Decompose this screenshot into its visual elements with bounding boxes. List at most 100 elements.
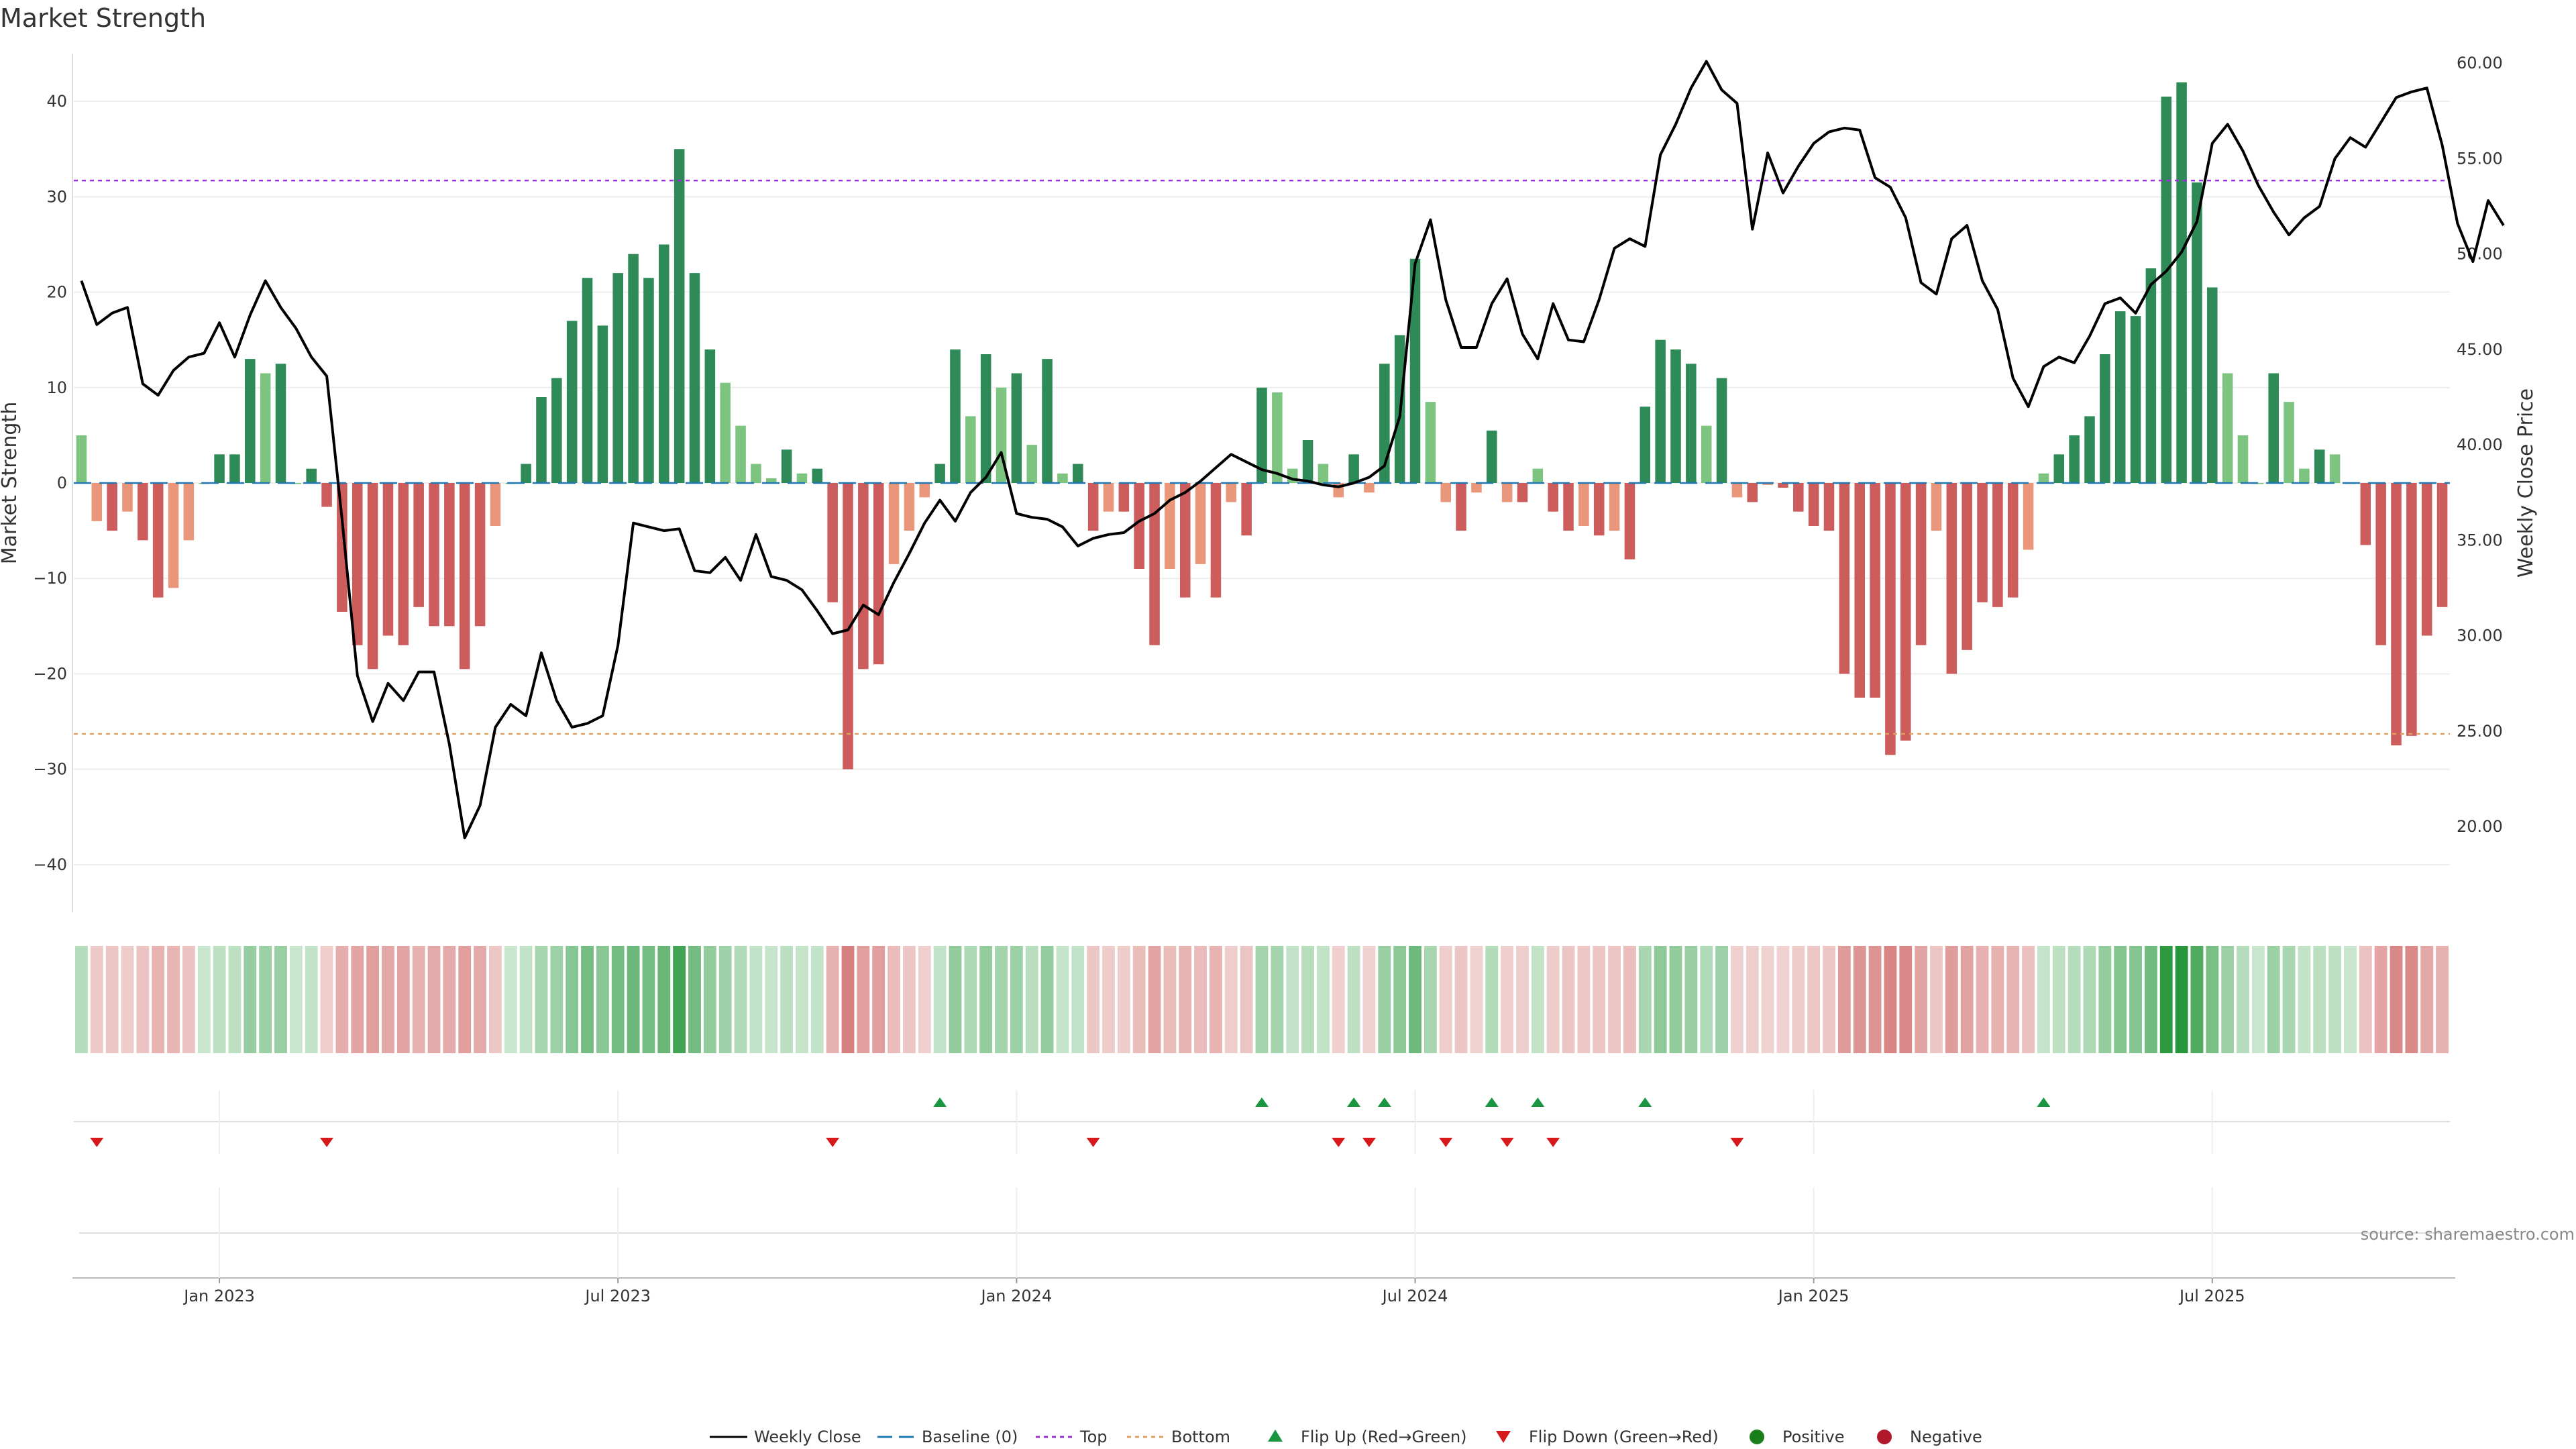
flip-down-marker <box>1730 1138 1744 1147</box>
strength-bar <box>1149 483 1160 645</box>
right-tick-label: 20.00 <box>2457 817 2503 836</box>
strength-bar <box>1456 483 1466 531</box>
strip-cell <box>2068 946 2081 1053</box>
strip-cell <box>2098 946 2112 1053</box>
strength-bar <box>643 278 654 483</box>
legend-label: Negative <box>1910 1428 1982 1446</box>
strength-bar <box>429 483 439 627</box>
strength-bar <box>2329 454 2341 483</box>
left-axis-title: Market Strength <box>0 402 21 564</box>
strength-bar <box>2406 483 2417 736</box>
strip-cell <box>780 946 794 1053</box>
strip-cell <box>1163 946 1177 1053</box>
strip-cell <box>2374 946 2387 1053</box>
left-tick-label: 10 <box>46 378 67 397</box>
right-tick-label: 35.00 <box>2457 531 2503 549</box>
strip-cell <box>964 946 977 1053</box>
strength-bar <box>1823 483 1835 531</box>
strip-cell <box>1132 946 1146 1053</box>
strip-cell <box>1025 946 1038 1053</box>
strip-cell <box>1362 946 1376 1053</box>
dots-panel <box>72 1232 2455 1279</box>
strip-cell <box>1454 946 1468 1053</box>
strength-bar <box>2436 483 2448 607</box>
strip-cell <box>1409 946 1421 1053</box>
strength-bar <box>1011 373 1022 483</box>
strength-bar <box>1977 483 1988 602</box>
strip-cell <box>2328 946 2342 1053</box>
strength-bar <box>1793 483 1804 512</box>
strip-cell <box>1179 946 1192 1053</box>
strip-cell <box>734 946 747 1053</box>
strength-bar <box>2130 316 2141 483</box>
legend-label: Flip Down (Green→Red) <box>1529 1428 1719 1446</box>
strength-bar <box>1348 454 1359 483</box>
flip-up-marker <box>1347 1097 1361 1107</box>
strip-cell <box>718 946 732 1053</box>
strip-cell <box>2282 946 2296 1053</box>
strength-bar <box>2237 435 2249 483</box>
strip-cell <box>2436 946 2449 1053</box>
strength-bar <box>490 483 501 526</box>
strength-bar <box>2053 454 2065 483</box>
strength-bar <box>2360 483 2371 545</box>
strength-bar <box>2375 483 2386 645</box>
strip-cell <box>2390 946 2403 1053</box>
strength-bar <box>980 354 991 483</box>
flip-down-marker <box>320 1138 334 1147</box>
strength-bar <box>1210 483 1222 598</box>
strip-cell <box>902 946 916 1053</box>
strip-cell <box>1638 946 1652 1053</box>
strip-cell <box>2022 946 2035 1053</box>
strip-cell <box>1776 946 1790 1053</box>
strip-cell <box>2114 946 2127 1053</box>
strength-bar <box>659 244 669 483</box>
strip-cell <box>2251 946 2265 1053</box>
strength-bar <box>1241 483 1252 536</box>
strength-bar <box>1532 468 1544 483</box>
strip-cell <box>2190 946 2204 1053</box>
strip-cell <box>1761 946 1774 1053</box>
strength-bar <box>1946 483 1957 674</box>
strip-cell <box>2405 946 2418 1053</box>
strength-bar <box>2007 483 2019 598</box>
strength-bar <box>2284 402 2294 483</box>
strength-bar <box>2299 468 2310 483</box>
strip-cell <box>1224 946 1238 1053</box>
strip-cell <box>627 946 640 1053</box>
strip-cell <box>1347 946 1360 1053</box>
flip-down-marker <box>1500 1138 1514 1147</box>
strength-bar <box>704 349 716 483</box>
strength-bar <box>597 325 608 483</box>
strength-bar <box>628 254 639 483</box>
strength-bar <box>536 397 547 483</box>
strength-bar <box>1195 483 1206 564</box>
strength-bar <box>382 483 394 636</box>
strength-bar <box>2268 373 2279 483</box>
legend-label: Positive <box>1782 1428 1845 1446</box>
weekly-close-line <box>80 60 2505 840</box>
strip-cell <box>1623 946 1636 1053</box>
strip-cell <box>1546 946 1560 1053</box>
strength-bar <box>781 449 792 483</box>
right-tick-label: 40.00 <box>2457 435 2503 454</box>
strip-cell <box>1117 946 1130 1053</box>
strength-bar <box>1701 425 1712 483</box>
strength-bar <box>1256 387 1267 483</box>
legend-label: Top <box>1079 1428 1108 1446</box>
strength-bar <box>888 483 900 564</box>
strength-bar <box>290 483 302 484</box>
strength-bar <box>2207 287 2218 483</box>
strength-bar <box>1471 483 1482 493</box>
strength-bar <box>2421 483 2432 636</box>
strip-cell <box>1148 946 1161 1053</box>
right-tick-label: 50.00 <box>2457 245 2503 264</box>
strength-bar <box>1103 483 1114 512</box>
strip-cell <box>810 946 824 1053</box>
strength-bar <box>950 349 961 483</box>
x-tick-label: Jul 2025 <box>2178 1287 2245 1305</box>
strength-bar <box>1302 440 1313 483</box>
strip-cell <box>519 946 533 1053</box>
strength-bar <box>2314 449 2325 483</box>
strength-bar <box>1731 483 1743 498</box>
